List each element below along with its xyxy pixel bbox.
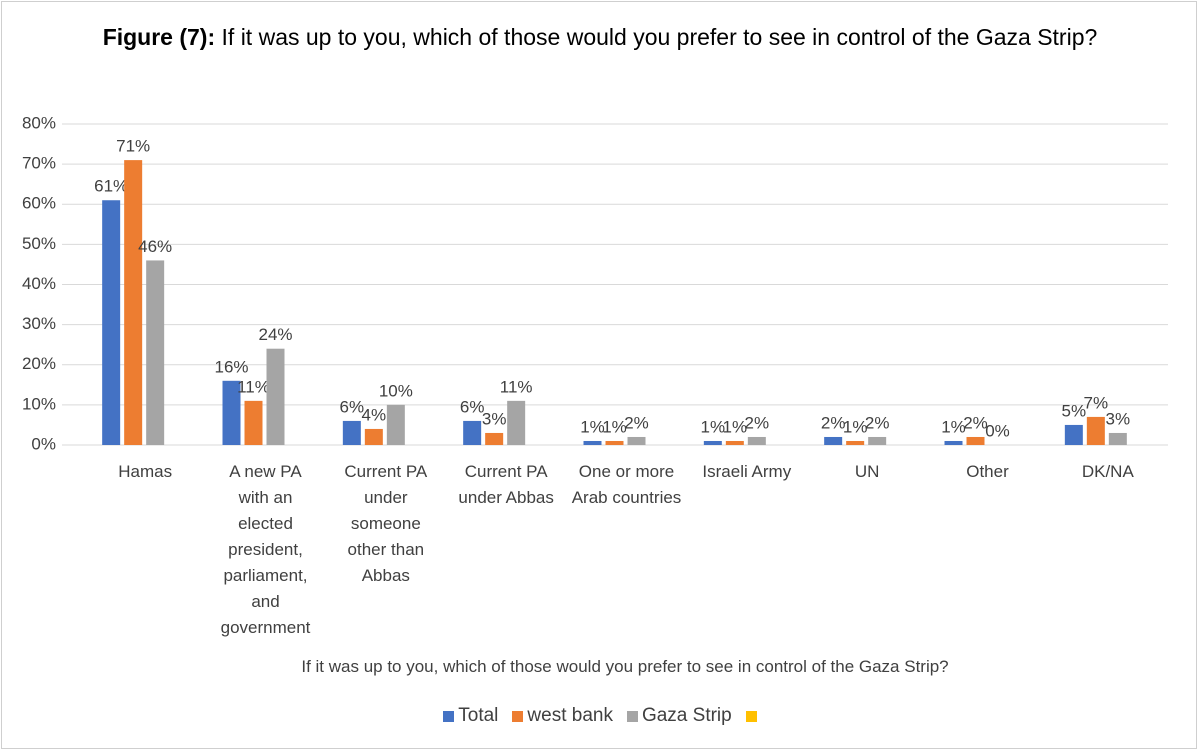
data-label: 0% — [985, 421, 1010, 440]
y-tick-label: 70% — [22, 154, 56, 173]
data-label: 2% — [865, 413, 890, 432]
legend-swatch — [626, 710, 638, 722]
x-tick-label: One or more Arab countries — [571, 462, 682, 507]
x-tick-label: DK/NA — [1081, 462, 1134, 481]
data-label: 2% — [745, 413, 770, 432]
chart-title: Figure (7): If it was up to you, which o… — [100, 22, 1100, 53]
data-label: 3% — [482, 409, 507, 428]
x-axis-label: If it was up to you, which of those woul… — [301, 657, 949, 676]
bar — [342, 420, 361, 445]
data-label: 1% — [580, 417, 605, 436]
legend-label: west bank — [527, 705, 613, 726]
data-label: 6% — [340, 397, 365, 416]
x-tick-label: Israeli Army — [702, 462, 792, 481]
data-label: 24% — [258, 325, 292, 344]
legend-item — [745, 705, 757, 727]
y-tick-label: 40% — [22, 274, 56, 293]
bar — [463, 420, 482, 445]
data-label: 11% — [500, 377, 533, 396]
bar — [507, 400, 526, 445]
bar — [703, 440, 722, 445]
bar — [146, 260, 165, 445]
data-label: 71% — [116, 137, 150, 156]
bar — [583, 440, 602, 445]
x-tick-label: Other — [966, 462, 1009, 481]
data-label: 10% — [379, 381, 413, 400]
legend-swatch — [443, 710, 455, 722]
bar — [364, 428, 383, 445]
y-tick-label: 60% — [22, 194, 56, 213]
legend-swatch — [512, 710, 524, 722]
bar — [1086, 416, 1105, 445]
x-tick-label: Current PA under Abbas — [458, 462, 554, 507]
data-label: 1% — [843, 417, 868, 436]
y-tick-label: 30% — [22, 314, 56, 333]
bar — [124, 160, 143, 446]
data-label: 2% — [821, 413, 846, 432]
legend-label: Total — [458, 705, 499, 726]
bar — [1108, 432, 1127, 445]
data-label: 61% — [94, 177, 128, 196]
x-tick-label: A new PA with an elected president, parl… — [220, 462, 311, 637]
legend-label: Gaza Strip — [641, 705, 732, 726]
data-label: 3% — [1106, 409, 1131, 428]
y-tick-label: 10% — [22, 394, 56, 413]
legend-swatch — [745, 710, 757, 722]
bar — [102, 200, 121, 445]
bar — [846, 440, 865, 445]
bar — [222, 380, 241, 445]
x-tick-label: UN — [854, 462, 880, 481]
bar — [485, 432, 504, 445]
bar — [386, 404, 405, 445]
data-label: 1% — [941, 417, 966, 436]
data-label: 2% — [624, 413, 649, 432]
bar — [605, 440, 624, 445]
bar — [627, 436, 646, 445]
legend: Total west bank Gaza Strip — [0, 705, 1200, 727]
data-label: 5% — [1062, 401, 1087, 420]
bar — [266, 348, 285, 445]
legend-item: Total — [443, 705, 498, 727]
data-label: 11% — [237, 377, 270, 396]
data-label: 1% — [723, 417, 748, 436]
title-text: If it was up to you, which of those woul… — [221, 24, 1098, 50]
x-tick-label: Hamas — [118, 462, 173, 481]
data-label: 6% — [460, 397, 485, 416]
data-label: 46% — [138, 237, 172, 256]
bar — [1064, 424, 1083, 445]
legend-item: west bank — [512, 705, 613, 727]
data-label: 2% — [963, 413, 988, 432]
y-tick-label: 50% — [22, 234, 56, 253]
data-label: 16% — [214, 357, 248, 376]
bar — [966, 436, 985, 445]
y-tick-label: 0% — [31, 434, 56, 453]
bar — [944, 440, 963, 445]
x-tick-label: Current PA under someone other than Abba… — [344, 462, 428, 585]
legend-item: Gaza Strip — [626, 705, 732, 727]
data-label: 1% — [602, 417, 627, 436]
bar — [747, 436, 766, 445]
bar — [824, 436, 843, 445]
bar — [725, 440, 744, 445]
bar — [244, 400, 263, 445]
data-label: 4% — [362, 405, 387, 424]
y-tick-label: 80% — [22, 113, 56, 132]
bar — [868, 436, 887, 445]
data-label: 7% — [1084, 393, 1109, 412]
data-label: 1% — [701, 417, 726, 436]
title-label: Figure (7): — [102, 24, 216, 50]
y-tick-label: 20% — [22, 354, 56, 373]
